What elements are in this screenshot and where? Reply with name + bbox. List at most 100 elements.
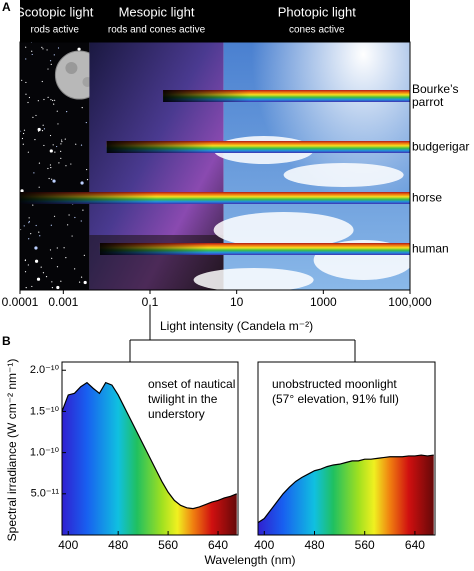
x-tick-label: 640: [405, 538, 425, 552]
star: [80, 276, 83, 278]
star: [28, 220, 30, 223]
star: [60, 139, 63, 141]
star: [40, 266, 42, 268]
star: [68, 214, 70, 216]
star: [52, 144, 54, 146]
star: [58, 162, 60, 164]
x-tick-label: 640: [208, 538, 228, 552]
x-tick-label: 0.001: [48, 295, 78, 309]
star: [46, 49, 48, 51]
star: [57, 47, 60, 49]
animal-label: budgerigar: [412, 139, 470, 154]
star: [45, 276, 48, 278]
star: [35, 114, 37, 117]
star: [50, 224, 52, 226]
cloud: [283, 163, 404, 187]
x-tick-label: 560: [355, 538, 375, 552]
cloud: [193, 268, 314, 292]
star: [47, 167, 49, 170]
star: [31, 285, 33, 288]
star: [25, 46, 27, 48]
star: [78, 281, 81, 283]
star: [28, 238, 30, 240]
star: [64, 138, 66, 140]
star: [50, 166, 52, 169]
star: [53, 54, 55, 56]
star: [86, 168, 88, 171]
star: [49, 164, 52, 166]
star: [22, 143, 24, 145]
spectrum-area: [62, 382, 237, 535]
star: [43, 144, 45, 147]
star: [61, 141, 63, 143]
annotation: (57° elevation, 91% full): [272, 392, 399, 406]
x-tick-label: 480: [304, 538, 324, 552]
star: [49, 60, 52, 62]
star: [54, 99, 56, 101]
star: [60, 280, 62, 282]
animal-label: human: [412, 241, 449, 256]
star: [28, 217, 30, 219]
star: [74, 216, 76, 219]
star: [70, 163, 72, 165]
annotation: unobstructed moonlight: [272, 377, 397, 391]
star: [60, 150, 62, 152]
zone-subtitle: rods and cones active: [108, 25, 206, 36]
star: [34, 139, 36, 141]
x-tick-label: 560: [158, 538, 178, 552]
x-tick-label: 10: [230, 295, 244, 309]
star: [67, 224, 69, 226]
star: [65, 257, 67, 259]
star: [24, 259, 26, 262]
star: [50, 99, 52, 101]
star: [38, 231, 40, 233]
annotation: onset of nautical: [148, 377, 235, 391]
y-tick-label: 1.0⁻¹⁰: [30, 447, 60, 459]
x-tick-label: 100,000: [388, 295, 432, 309]
star: [32, 204, 34, 206]
star: [31, 53, 33, 56]
star: [53, 215, 56, 217]
x-tick-label: 0.0001: [2, 295, 39, 309]
animal-label: Bourke’s parrot: [412, 82, 459, 109]
star: [85, 121, 87, 124]
star: [80, 144, 83, 146]
star: [35, 224, 37, 227]
y-axis-label: Spectral irradiance (W cm⁻² nm⁻¹): [5, 359, 19, 542]
star: [30, 233, 32, 235]
panel-label: A: [2, 0, 11, 14]
star: [34, 259, 39, 263]
star: [71, 235, 73, 237]
star: [42, 272, 45, 274]
y-tick-label: 1.5⁻¹⁰: [30, 405, 60, 417]
star: [80, 220, 82, 222]
star: [56, 247, 58, 249]
annotation: twilight in the: [148, 392, 218, 406]
star: [38, 162, 41, 164]
zone-title: Scotopic light: [16, 4, 94, 19]
star: [86, 179, 89, 181]
star: [25, 287, 27, 289]
star: [56, 285, 60, 290]
star: [48, 177, 50, 180]
star: [24, 271, 27, 273]
plot-frame: [257, 361, 436, 536]
star: [52, 99, 54, 102]
moon-crater: [65, 62, 78, 74]
star: [49, 134, 52, 137]
zone-subtitle: cones active: [289, 25, 345, 36]
star: [23, 129, 26, 131]
star: [56, 110, 58, 112]
star: [41, 46, 43, 48]
x-axis-label: Wavelength (nm): [205, 553, 296, 567]
star: [80, 181, 84, 185]
star: [42, 124, 44, 126]
star: [43, 98, 45, 101]
zone-title: Photopic light: [278, 4, 356, 19]
star: [56, 145, 58, 148]
star: [41, 80, 43, 83]
star: [20, 189, 24, 193]
zone-title: Mesopic light: [119, 4, 195, 19]
bar-fade: [99, 243, 410, 255]
